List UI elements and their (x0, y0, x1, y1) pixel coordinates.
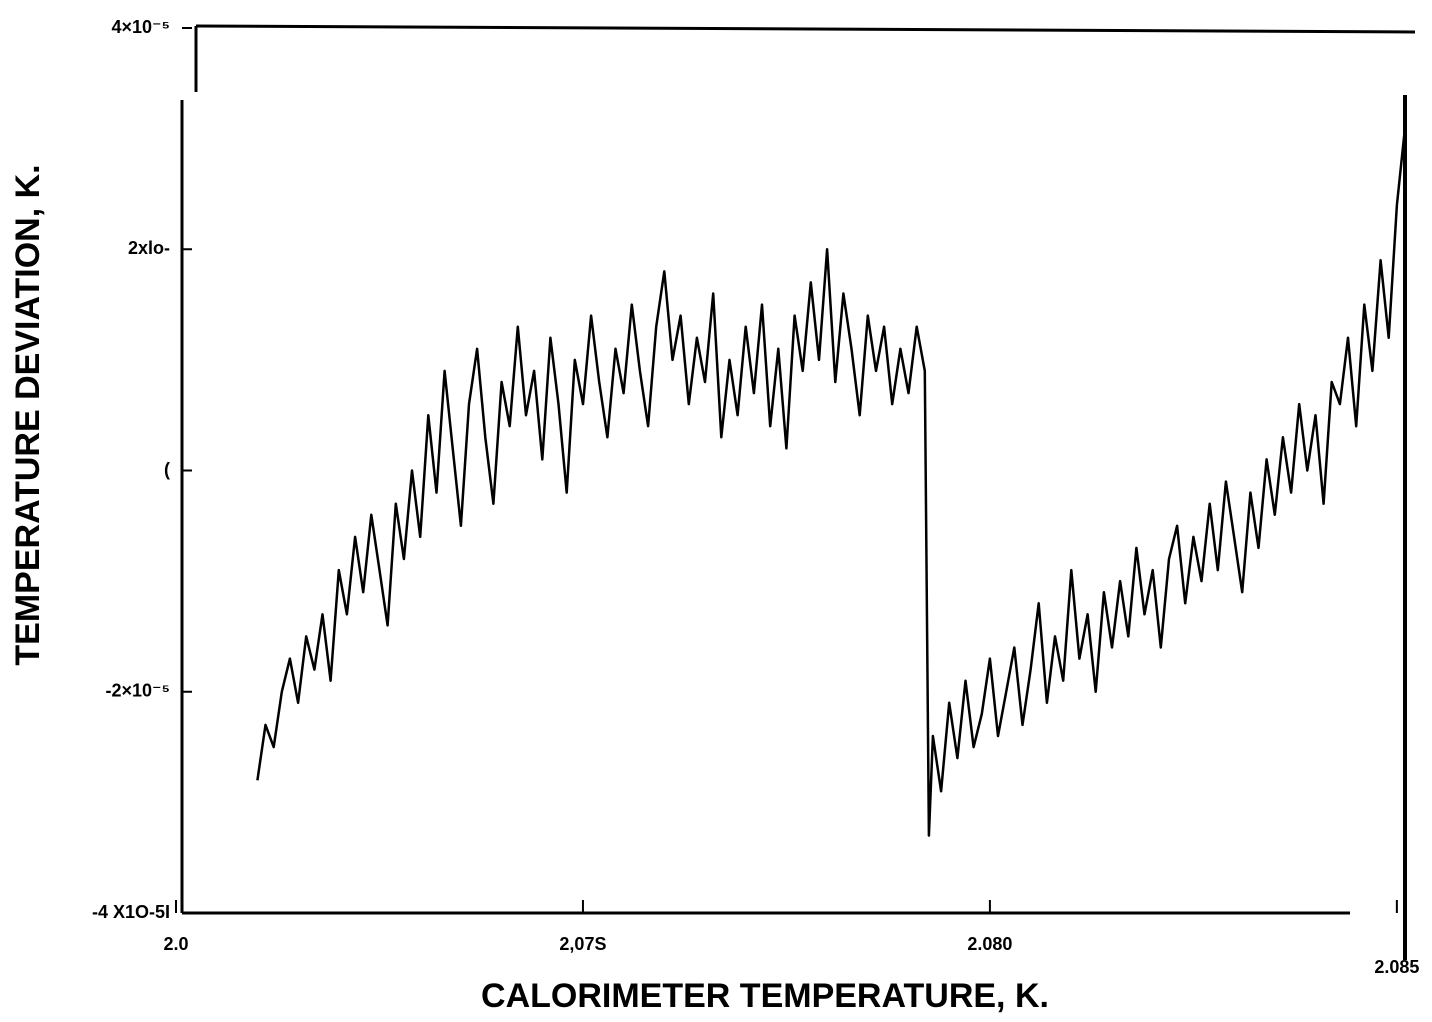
y-axis-title: TEMPERATURE DEVIATION, K. (9, 164, 47, 665)
x-axis-title: CALORIMETER TEMPERATURE, K. (481, 977, 1049, 1015)
y-tick-label: -4 X1O-5I (92, 902, 170, 922)
y-tick-label: 4×10⁻⁵ (112, 17, 171, 37)
data-line (256, 127, 1407, 837)
x-tick-label: 2,07S (559, 934, 606, 954)
top-axis (195, 24, 1416, 34)
y-tick-label: ( (164, 459, 170, 479)
x-tick-label: 2.080 (967, 934, 1012, 954)
x-tick-label: 2.085 (1374, 957, 1419, 977)
y-tick-label: -2×10⁻⁵ (106, 681, 171, 701)
y-tick-label: 2xlo- (128, 238, 170, 258)
x-tick-label: 2.0 (163, 934, 188, 954)
